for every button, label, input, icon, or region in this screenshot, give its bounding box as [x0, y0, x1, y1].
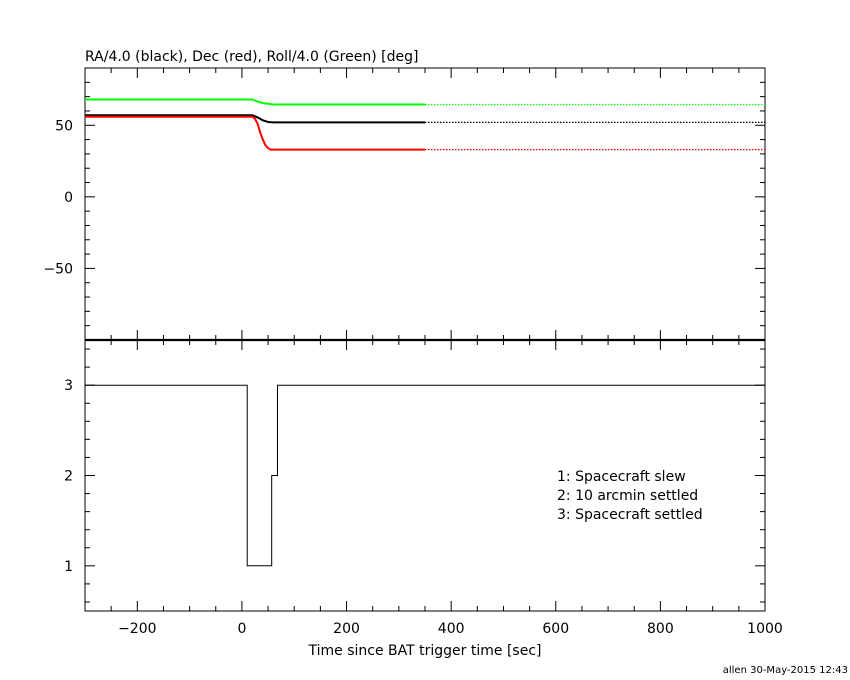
top-plot-frame	[84, 67, 766, 342]
x-tick-label: 0	[237, 621, 246, 637]
top-y-tick-label: 50	[55, 118, 73, 134]
status-step-line	[85, 384, 765, 567]
bottom-y-tick-labels: 1 2 3	[64, 378, 73, 575]
bottom-plot-series	[85, 384, 765, 567]
legend-entry: 1: Spacecraft slew	[557, 469, 686, 485]
x-tick-label: 200	[333, 621, 360, 637]
top-y-tick-label: 0	[64, 190, 73, 206]
bottom-y-tick-label: 3	[64, 378, 73, 394]
top-chart-title: RA/4.0 (black), Dec (red), Roll/4.0 (Gre…	[85, 49, 418, 65]
x-tick-label: 400	[438, 621, 465, 637]
top-y-tick-label: −50	[43, 261, 73, 277]
top-plot-series	[85, 98, 765, 151]
x-tick-label: 1000	[747, 621, 783, 637]
x-tick-label: −200	[118, 621, 156, 637]
legend-entry: 3: Spacecraft settled	[557, 507, 703, 523]
status-legend: 1: Spacecraft slew 2: 10 arcmin settled 3:…	[557, 469, 703, 523]
x-tick-label: 600	[542, 621, 569, 637]
series-line-0	[85, 114, 425, 124]
x-tick-labels: −200 0 200 400 600 800 1000	[118, 621, 783, 637]
x-axis-label: Time since BAT trigger time [sec]	[308, 643, 542, 659]
x-tick-label: 800	[647, 621, 674, 637]
series-line-2	[85, 98, 425, 106]
legend-entry: 2: 10 arcmin settled	[557, 488, 698, 504]
footer-stamp: allen 30-May-2015 12:43	[723, 665, 848, 676]
bottom-y-tick-label: 1	[64, 559, 73, 575]
top-y-tick-labels: 50 0 −50	[43, 118, 73, 277]
series-line-1	[85, 115, 425, 151]
bottom-y-tick-label: 2	[64, 469, 73, 485]
